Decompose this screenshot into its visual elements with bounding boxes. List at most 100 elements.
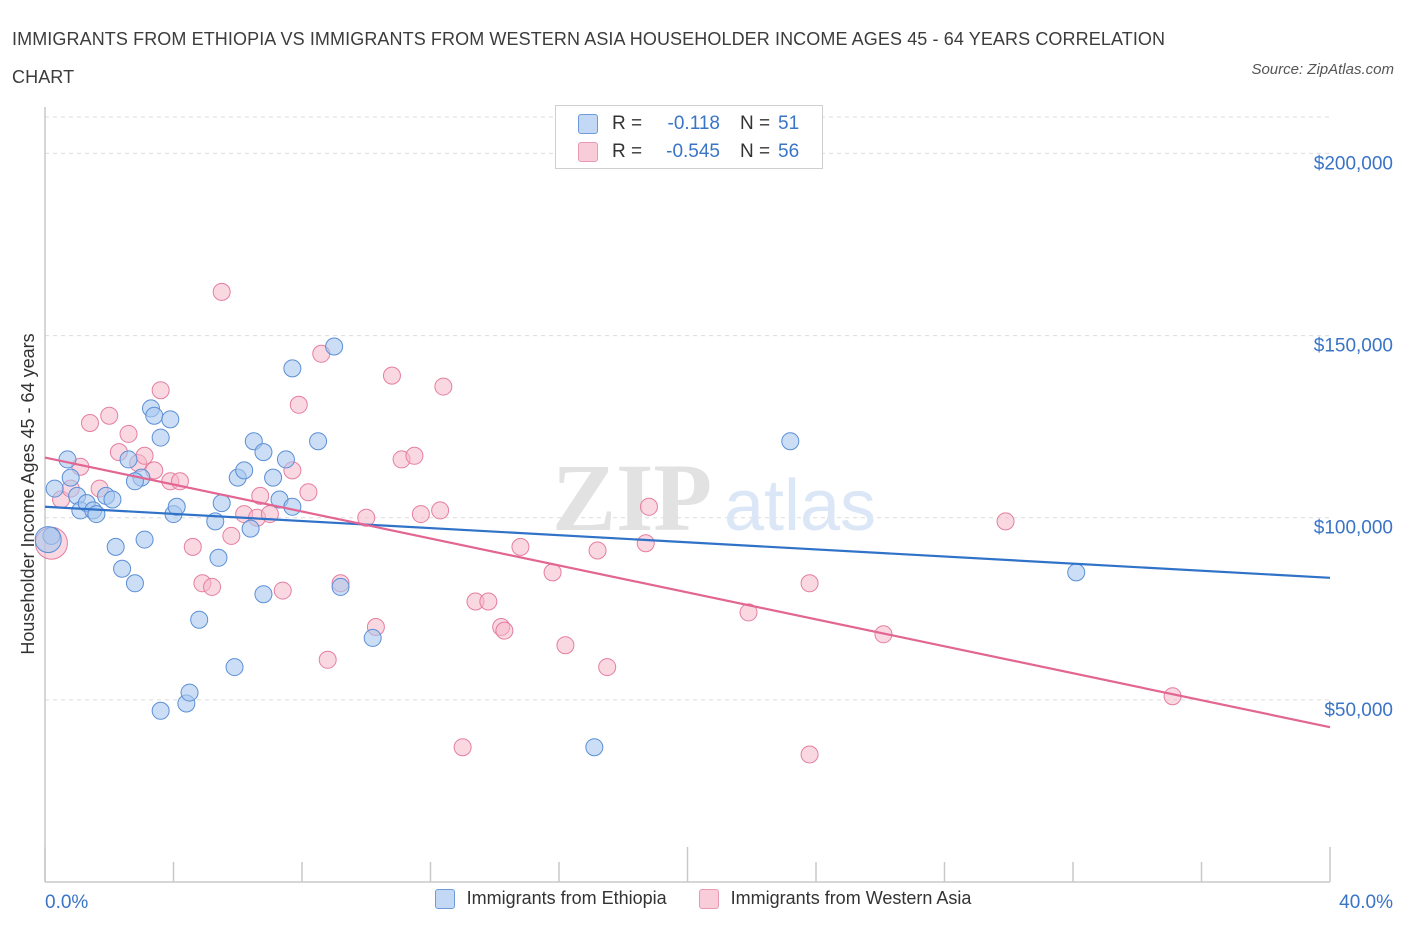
y-tick-label: $150,000 <box>1314 336 1393 357</box>
point-western-asia <box>100 406 119 425</box>
point-ethiopia <box>209 548 228 567</box>
point-ethiopia <box>113 559 132 578</box>
legend-swatch-ethiopia <box>434 888 455 909</box>
point-western-asia <box>382 366 401 385</box>
point-ethiopia <box>106 537 125 556</box>
point-ethiopia <box>161 410 180 429</box>
y-tick-label: $50,000 <box>1324 700 1393 721</box>
point-western-asia <box>135 446 154 465</box>
point-western-asia <box>119 424 138 443</box>
point-western-asia <box>212 282 231 301</box>
trend-line-ethiopia <box>44 505 1331 579</box>
legend-row-western-asia: R = -0.545 N = 56 <box>578 138 799 166</box>
points-ethiopia <box>34 337 1086 757</box>
legend-label-western-asia: Immigrants from Western Asia <box>730 888 972 908</box>
point-ethiopia <box>241 519 260 538</box>
point-ethiopia <box>309 432 328 451</box>
point-western-asia <box>299 483 318 502</box>
point-ethiopia <box>325 337 344 356</box>
point-western-asia <box>411 505 430 524</box>
point-western-asia <box>636 534 655 553</box>
point-western-asia <box>479 592 498 611</box>
legend-swatch-western-asia <box>698 888 719 909</box>
point-ethiopia <box>212 494 231 513</box>
legend-swatch-ethiopia <box>578 114 598 134</box>
point-western-asia <box>511 537 530 556</box>
point-western-asia <box>405 446 424 465</box>
point-western-asia <box>598 658 617 677</box>
correlation-legend: R = -0.118 N = 51 R = -0.545 N = 56 <box>555 105 823 169</box>
legend-label-ethiopia: Immigrants from Ethiopia <box>466 888 667 908</box>
x-tick-label: 0.0% <box>45 892 88 913</box>
point-western-asia <box>739 603 758 622</box>
legend-n-label: N = <box>740 141 771 162</box>
point-western-asia <box>151 381 170 400</box>
point-ethiopia <box>225 658 244 677</box>
point-ethiopia <box>254 585 273 604</box>
tick-labels: $50,000 $100,000 $150,000 $200,000 0.0% 40.0% <box>45 153 1393 913</box>
point-western-asia <box>357 508 376 527</box>
point-ethiopia <box>167 497 186 516</box>
legend-item-western-asia: Immigrants from Western Asia <box>698 888 972 909</box>
point-ethiopia <box>264 468 283 487</box>
source-label: Source: ZipAtlas.com <box>1251 61 1394 78</box>
point-western-asia <box>800 574 819 593</box>
point-western-asia <box>289 395 308 414</box>
legend-row-ethiopia: R = -0.118 N = 51 <box>578 110 799 138</box>
x-tick-label: 40.0% <box>1339 892 1393 913</box>
legend-swatch-western-asia <box>578 142 598 162</box>
point-western-asia <box>273 581 292 600</box>
point-ethiopia <box>283 359 302 378</box>
point-ethiopia <box>235 461 254 480</box>
point-ethiopia <box>190 610 209 629</box>
point-ethiopia <box>34 526 62 554</box>
point-ethiopia <box>151 701 170 720</box>
point-western-asia <box>431 501 450 520</box>
point-ethiopia <box>103 490 122 509</box>
legend-item-ethiopia: Immigrants from Ethiopia <box>434 888 667 909</box>
legend-n-label: N = <box>740 113 771 134</box>
point-western-asia <box>639 497 658 516</box>
point-ethiopia <box>363 628 382 647</box>
axes <box>44 107 1331 883</box>
point-ethiopia <box>61 468 80 487</box>
series-legend: Immigrants from Ethiopia Immigrants from… <box>0 888 1406 909</box>
point-western-asia <box>996 512 1015 531</box>
point-western-asia <box>556 636 575 655</box>
points-western-asia <box>34 282 1182 764</box>
y-axis-label: Householder Income Ages 45 - 64 years <box>18 333 38 654</box>
grid-lines <box>45 116 1330 701</box>
point-ethiopia <box>125 574 144 593</box>
point-western-asia <box>80 414 99 432</box>
point-ethiopia <box>276 450 295 469</box>
point-ethiopia <box>87 505 106 524</box>
trend-line-western-asia <box>44 456 1331 729</box>
legend-r-label: R = <box>612 141 643 162</box>
point-ethiopia <box>135 530 154 549</box>
point-western-asia <box>495 621 514 640</box>
point-ethiopia <box>585 738 604 757</box>
legend-r-value: -0.118 <box>667 113 720 134</box>
legend-n-value: 51 <box>778 113 800 134</box>
y-tick-label: $200,000 <box>1314 153 1393 174</box>
point-western-asia <box>251 486 270 505</box>
point-western-asia <box>588 541 607 560</box>
point-western-asia <box>318 650 337 669</box>
point-ethiopia <box>180 683 199 702</box>
watermark-zip: ZIP <box>552 444 712 551</box>
point-ethiopia <box>58 450 77 469</box>
point-ethiopia <box>145 406 164 425</box>
point-western-asia <box>434 377 453 396</box>
point-western-asia <box>203 577 222 596</box>
point-western-asia <box>183 537 202 556</box>
point-ethiopia <box>1067 563 1086 582</box>
chart-title: IMMIGRANTS FROM ETHIOPIA VS IMMIGRANTS F… <box>12 29 1166 87</box>
legend-r-value: -0.545 <box>666 141 720 162</box>
trend-lines <box>44 456 1331 729</box>
point-ethiopia <box>781 432 800 451</box>
y-tick-label: $100,000 <box>1314 518 1393 539</box>
legend-r-label: R = <box>612 113 643 134</box>
point-ethiopia <box>151 428 170 447</box>
point-western-asia <box>222 526 241 545</box>
